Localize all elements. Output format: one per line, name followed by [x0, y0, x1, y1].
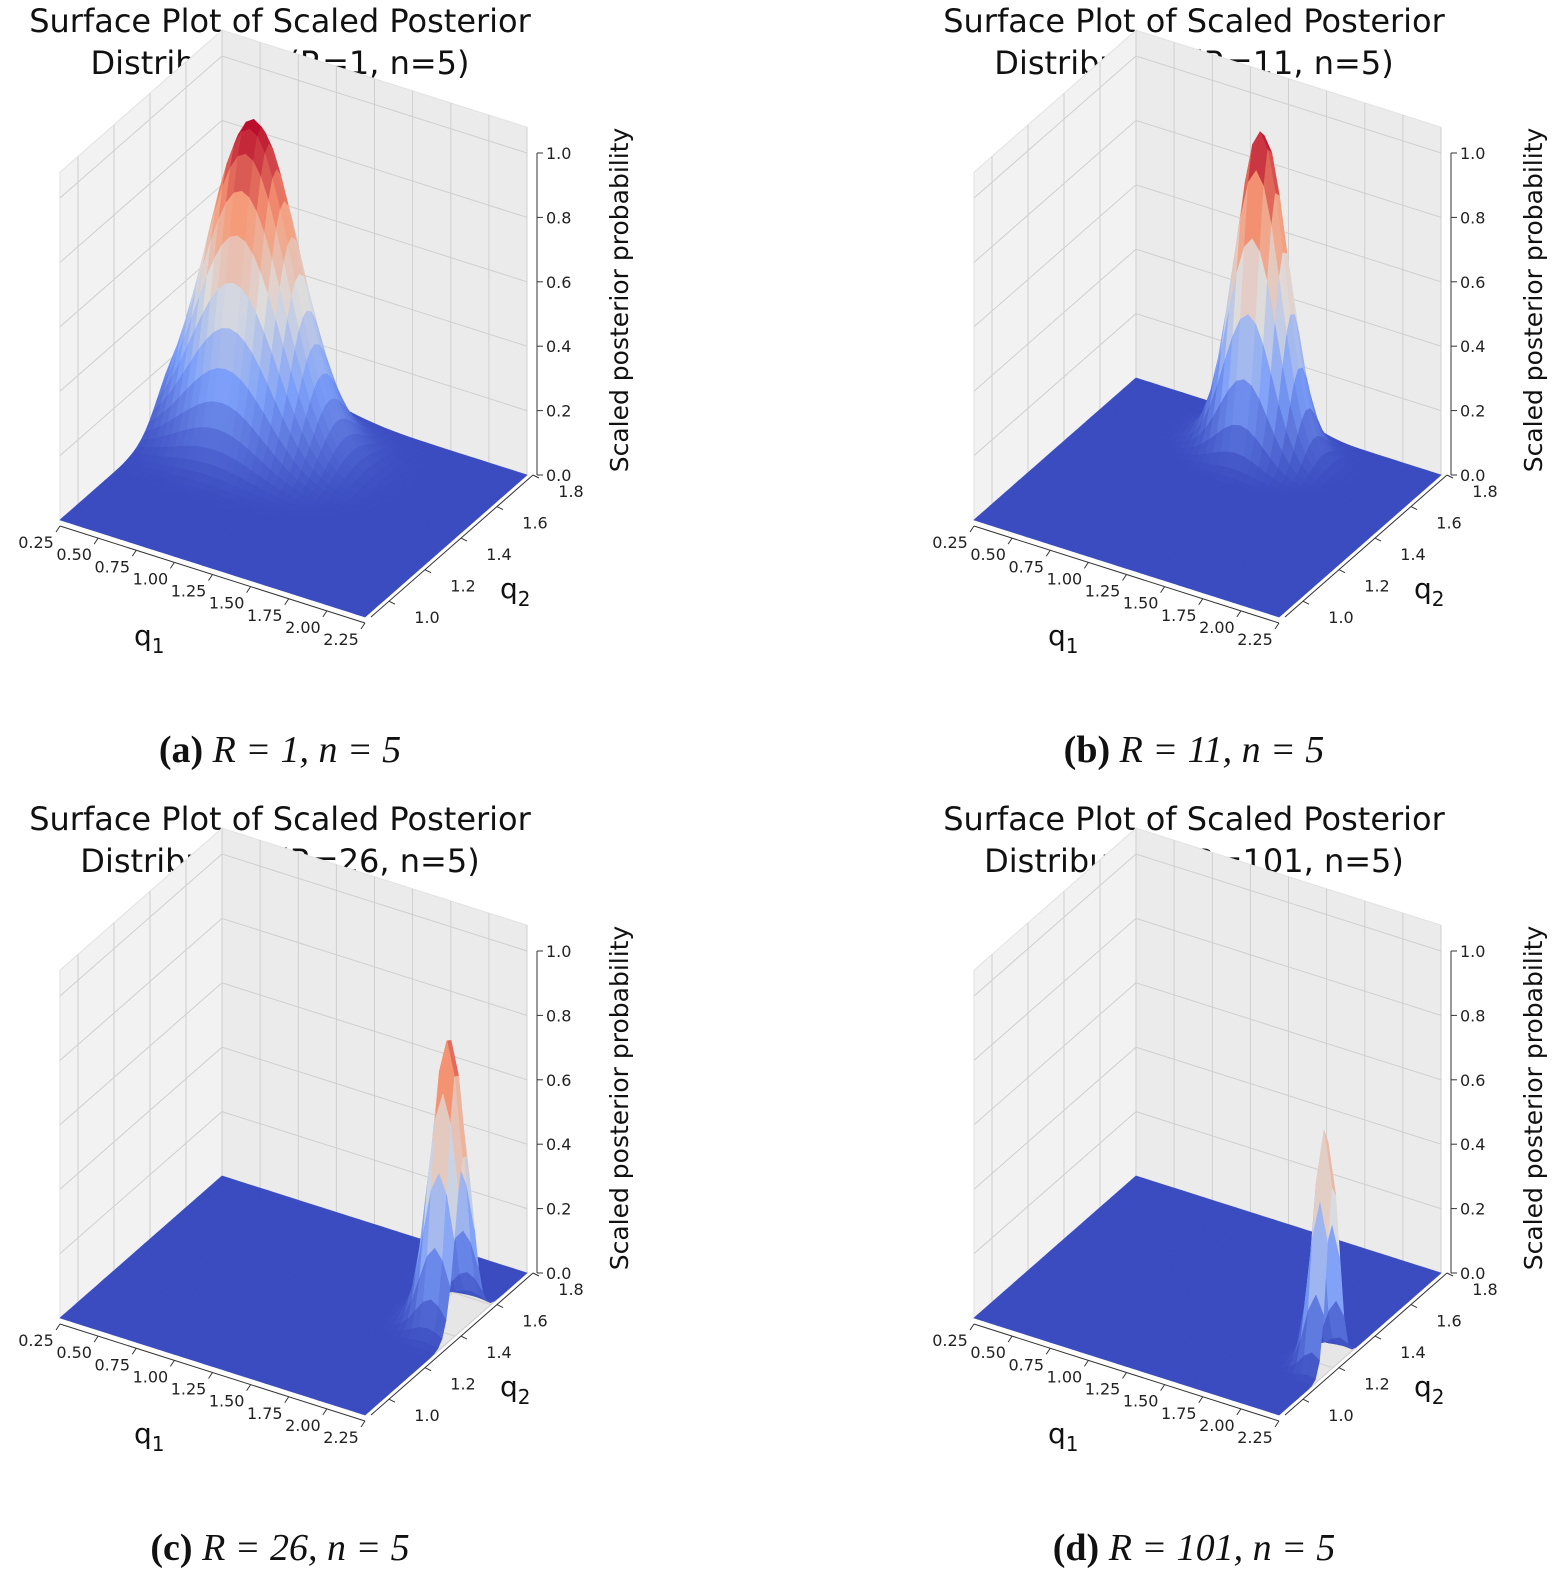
- z-tick-label: 0.6: [1460, 273, 1485, 292]
- x-tick-mark: [1161, 587, 1165, 593]
- x-tick-label: 2.25: [1237, 630, 1273, 649]
- x-tick-label: 0.50: [970, 545, 1006, 564]
- y-tick-mark: [425, 570, 431, 573]
- z-axis-label: Scaled posterior probability: [1519, 128, 1548, 473]
- x-tick-label: 2.00: [1199, 618, 1235, 637]
- y-axis-label-subscript: 2: [1432, 587, 1445, 611]
- surface-plot: 0.250.500.751.001.251.501.752.002.25 1.0 1…: [914, 0, 1559, 700]
- x-tick-mark: [1008, 538, 1012, 544]
- x-tick-label: 1.25: [1085, 582, 1121, 601]
- z-axis-label: Scaled posterior probability: [605, 128, 634, 473]
- z-tick-label: 0.8: [546, 208, 571, 227]
- x-tick-label: 2.25: [323, 630, 359, 649]
- z-tick-label: 1.0: [1460, 144, 1485, 163]
- surface-plot: 0.250.500.751.001.251.501.752.002.251.01…: [0, 798, 760, 1498]
- caption-math: R = 1, n = 5: [213, 729, 402, 771]
- y-tick-label: 1.2: [450, 577, 475, 596]
- x-tick-mark: [132, 550, 136, 556]
- y-tick-mark: [461, 538, 467, 541]
- z-tick-label: 0.2: [1460, 402, 1485, 421]
- x-tick-mark: [1084, 562, 1088, 568]
- x-tick-label: 0.50: [56, 545, 92, 564]
- x-tick-mark: [970, 526, 974, 532]
- x-tick-label: 1.75: [247, 606, 283, 625]
- x-tick-label: 1.00: [133, 569, 169, 588]
- z-tick-label: 0.4: [546, 337, 571, 356]
- z-tick-label: 1.0: [546, 144, 571, 163]
- x-axis-label-subscript: 1: [1066, 634, 1079, 658]
- y-tick-mark: [389, 601, 395, 604]
- subfigure-caption: (a) R = 1, n = 5: [0, 728, 560, 772]
- x-tick-label: 1.50: [1123, 594, 1159, 613]
- y-axis-label: q2: [500, 572, 531, 611]
- y-tick-mark: [1339, 570, 1345, 573]
- x-tick-mark: [247, 587, 251, 593]
- x-tick-mark: [209, 575, 213, 581]
- z-tick-label: 0.6: [546, 273, 571, 292]
- y-tick-label: 1.0: [414, 608, 439, 627]
- caption-label: (b): [1064, 729, 1110, 771]
- x-tick-mark: [1237, 611, 1241, 617]
- z-tick-label: 0.2: [546, 402, 571, 421]
- x-tick-label: 1.75: [1161, 606, 1197, 625]
- x-axis-label-subscript: 1: [152, 634, 165, 658]
- x-tick-mark: [323, 611, 327, 617]
- z-tick-label: 0.0: [1460, 466, 1485, 485]
- caption-label: (a): [159, 729, 203, 771]
- x-tick-mark: [94, 538, 98, 544]
- y-axis-label: q2: [1414, 572, 1445, 611]
- y-tick-mark: [1303, 601, 1309, 604]
- x-tick-label: 1.00: [1047, 569, 1083, 588]
- y-tick-label: 1.6: [522, 514, 547, 533]
- y-tick-mark: [497, 507, 503, 510]
- y-tick-label: 1.4: [486, 545, 511, 564]
- x-tick-mark: [1275, 623, 1279, 629]
- y-tick-label: 1.2: [1364, 577, 1389, 596]
- x-tick-label: 0.75: [1008, 557, 1044, 576]
- x-tick-label: 0.75: [94, 557, 130, 576]
- panel-b: Surface Plot of Scaled Posterior Distrib…: [914, 0, 1559, 790]
- x-tick-mark: [56, 526, 60, 532]
- panel-c: Surface Plot of Scaled Posterior Distrib…: [0, 798, 760, 1588]
- x-tick-mark: [285, 599, 289, 605]
- y-tick-label: 1.6: [1436, 514, 1461, 533]
- y-tick-mark: [1375, 538, 1381, 541]
- x-tick-mark: [1046, 550, 1050, 556]
- x-tick-label: 2.00: [285, 618, 321, 637]
- x-tick-mark: [1123, 575, 1127, 581]
- y-axis-label-subscript: 2: [518, 587, 531, 611]
- x-axis-label: q1: [1048, 619, 1079, 658]
- panel-a: Surface Plot of Scaled Posterior Distrib…: [0, 0, 760, 790]
- x-tick-mark: [361, 623, 365, 629]
- y-tick-label: 1.4: [1400, 545, 1425, 564]
- x-tick-mark: [170, 562, 174, 568]
- z-tick-label: 0.8: [1460, 208, 1485, 227]
- y-tick-mark: [1411, 507, 1417, 510]
- x-tick-label: 0.25: [18, 533, 54, 552]
- y-tick-label: 1.0: [1328, 608, 1353, 627]
- x-tick-label: 0.25: [932, 533, 968, 552]
- x-axis-label: q1: [134, 619, 165, 658]
- x-tick-label: 1.50: [209, 594, 245, 613]
- x-tick-label: 1.25: [171, 582, 207, 601]
- caption-math: R = 11, n = 5: [1120, 729, 1325, 771]
- surface-plot: 0.250.500.751.001.251.501.752.002.25 1.0 1…: [0, 0, 760, 700]
- z-tick-label: 0.0: [546, 466, 571, 485]
- z-tick-label: 0.4: [1460, 337, 1485, 356]
- subfigure-caption: (b) R = 11, n = 5: [914, 728, 1474, 772]
- x-tick-mark: [1199, 599, 1203, 605]
